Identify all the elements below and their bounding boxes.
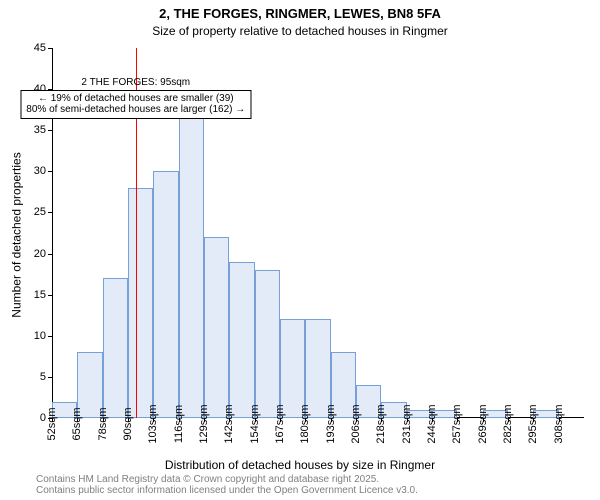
ytick-mark	[48, 295, 52, 296]
xtick-label: 257sqm	[451, 404, 463, 443]
ytick-mark	[48, 48, 52, 49]
xtick-label: 78sqm	[97, 407, 109, 440]
histogram-bar	[204, 237, 229, 418]
xtick-label: 206sqm	[350, 404, 362, 443]
xtick-label: 218sqm	[375, 404, 387, 443]
histogram-bar	[255, 270, 280, 418]
ytick-label: 25	[34, 206, 46, 218]
chart-title: 2, THE FORGES, RINGMER, LEWES, BN8 5FA	[0, 6, 600, 21]
xtick-label: 52sqm	[46, 407, 58, 440]
attribution-line-2: Contains public sector information licen…	[36, 485, 418, 496]
xtick-label: 295sqm	[527, 404, 539, 443]
ytick-mark	[48, 254, 52, 255]
xtick-label: 180sqm	[299, 404, 311, 443]
ytick-mark	[48, 130, 52, 131]
ytick-mark	[48, 171, 52, 172]
y-axis-label: Number of detached properties	[10, 152, 24, 317]
xtick-label: 282sqm	[502, 404, 514, 443]
ytick-label: 35	[34, 124, 46, 136]
chart-subtitle: Size of property relative to detached ho…	[0, 24, 600, 38]
xtick-label: 65sqm	[71, 407, 83, 440]
annotation-line-2: 80% of semi-detached houses are larger (…	[26, 104, 245, 116]
xtick-label: 231sqm	[401, 404, 413, 443]
ytick-label: 45	[34, 42, 46, 54]
ytick-label: 20	[34, 248, 46, 260]
ytick-mark	[48, 377, 52, 378]
histogram-bar	[229, 262, 254, 418]
xtick-label: 154sqm	[249, 404, 261, 443]
plot-area: 05101520253035404552sqm65sqm78sqm90sqm10…	[52, 48, 584, 418]
histogram-bar	[128, 188, 153, 418]
annotation-line-1: ← 19% of detached houses are smaller (39…	[26, 93, 245, 105]
xtick-label: 116sqm	[173, 405, 185, 443]
ytick-mark	[48, 212, 52, 213]
chart-container: 2, THE FORGES, RINGMER, LEWES, BN8 5FA S…	[0, 0, 600, 500]
attribution-line-1: Contains HM Land Registry data © Crown c…	[36, 474, 418, 485]
xtick-label: 193sqm	[325, 404, 337, 443]
ytick-label: 10	[34, 330, 46, 342]
histogram-bar	[280, 319, 305, 418]
xtick-label: 244sqm	[426, 404, 438, 443]
xtick-label: 167sqm	[274, 404, 286, 443]
attribution-text: Contains HM Land Registry data © Crown c…	[36, 474, 418, 496]
histogram-bar	[179, 114, 204, 418]
annotation-label: 2 THE FORGES: 95sqm	[81, 77, 190, 88]
xtick-label: 308sqm	[553, 404, 565, 443]
ytick-label: 15	[34, 289, 46, 301]
ytick-label: 5	[40, 371, 46, 383]
xtick-label: 90sqm	[122, 407, 134, 440]
histogram-bar	[103, 278, 128, 418]
xtick-label: 142sqm	[223, 404, 235, 443]
xtick-label: 269sqm	[477, 404, 489, 443]
ytick-mark	[48, 336, 52, 337]
xtick-label: 129sqm	[198, 404, 210, 443]
histogram-bar	[153, 171, 178, 418]
xtick-label: 103sqm	[147, 404, 159, 443]
x-axis-label: Distribution of detached houses by size …	[0, 458, 600, 472]
annotation-box: ← 19% of detached houses are smaller (39…	[20, 90, 251, 119]
ytick-label: 30	[34, 165, 46, 177]
histogram-bar	[305, 319, 330, 418]
